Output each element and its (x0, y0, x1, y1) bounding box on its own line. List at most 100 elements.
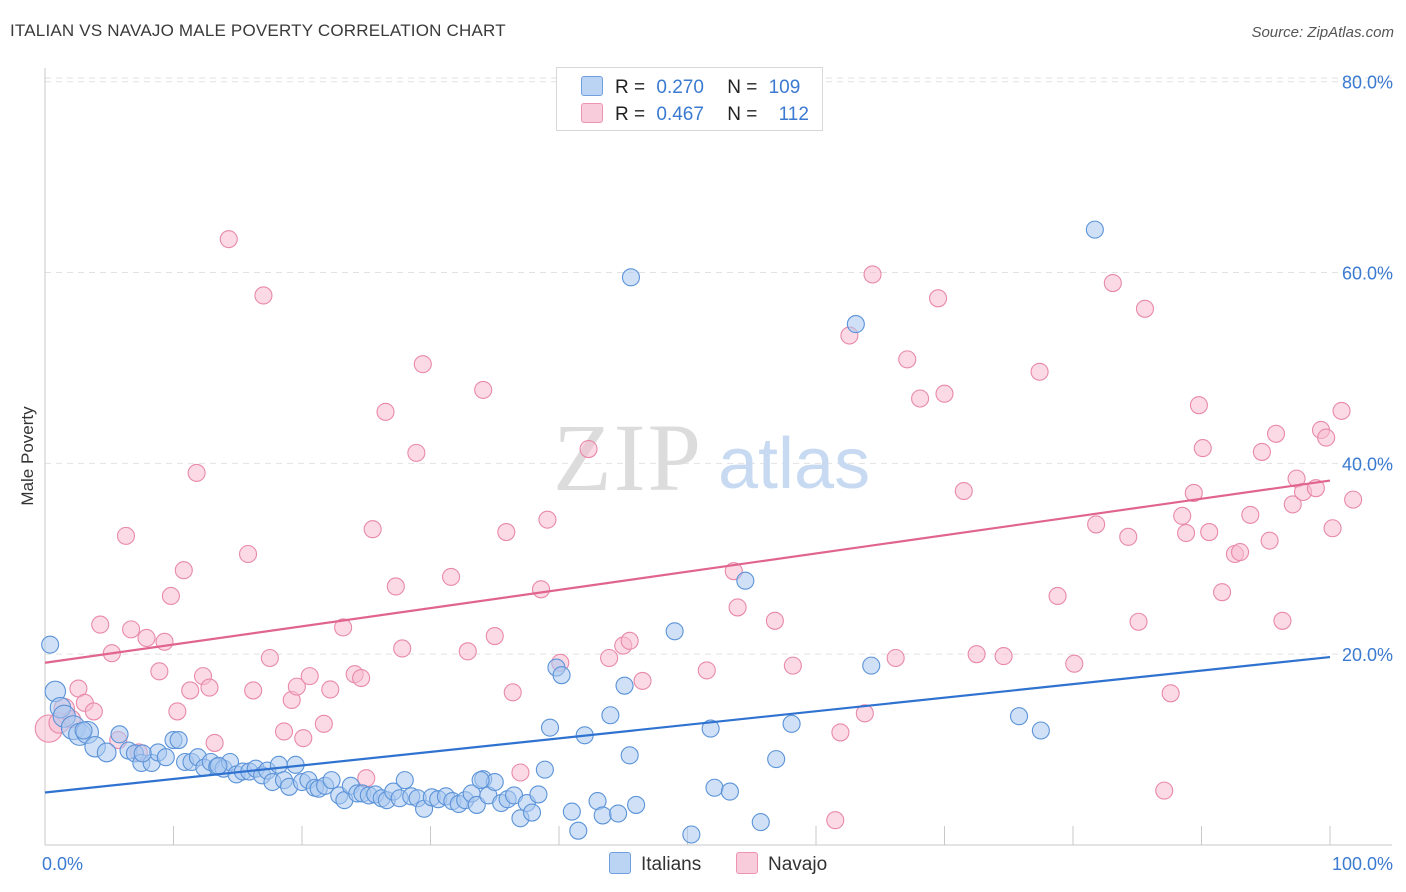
navajo-swatch (736, 852, 758, 874)
navajo-point (538, 510, 557, 529)
italians-point (701, 719, 720, 738)
navajo-point (287, 677, 306, 696)
x-tick-label-min: 0.0% (42, 854, 83, 874)
navajo-point (967, 645, 986, 664)
navajo-point (1087, 515, 1106, 534)
italians-point (736, 571, 755, 590)
italians-trend-line (44, 655, 1331, 794)
italians-point (156, 748, 175, 767)
chart-title: ITALIAN VS NAVAJO MALE POVERTY CORRELATI… (10, 21, 506, 40)
navajo-point (357, 769, 376, 788)
navajo-point (620, 631, 639, 650)
legend-n-value: 109 (768, 77, 801, 98)
navajo-point (334, 618, 353, 637)
navajo-point (181, 681, 200, 700)
navajo-point (1119, 527, 1138, 546)
navajo-point (898, 350, 917, 369)
navajo-point (1189, 396, 1208, 415)
navajo-point (1241, 505, 1260, 524)
navajo-point (1173, 506, 1192, 525)
navajo-point (187, 463, 206, 482)
navajo-point (783, 656, 802, 675)
navajo-point (911, 389, 930, 408)
italians-point (782, 714, 801, 733)
legend-r-label: R = (615, 104, 646, 125)
navajo-point (1323, 519, 1342, 538)
navajo-point (765, 611, 784, 630)
italians-point (593, 806, 612, 825)
navajo-point (633, 671, 652, 690)
navajo-point (1231, 543, 1250, 562)
italians-point (665, 622, 684, 641)
italians-point (74, 721, 93, 740)
navajo-point (1273, 611, 1292, 630)
navajo-point (254, 286, 273, 305)
navajo-point (511, 763, 530, 782)
bottom-legend-italians: Italians (609, 852, 701, 876)
italians-swatch (581, 76, 603, 96)
navajo-point (1129, 612, 1148, 631)
navajo-point (1065, 654, 1084, 673)
navajo-point (1344, 490, 1363, 509)
navajo-point (1048, 586, 1067, 606)
italians-point (569, 821, 588, 840)
navajo-swatch (581, 103, 603, 123)
y-axis-label: Male Poverty (18, 406, 37, 506)
italians-point (621, 268, 641, 287)
italians-point (322, 771, 341, 790)
navajo-point (363, 520, 382, 539)
navajo-point (728, 598, 747, 617)
navajo-point (1260, 531, 1279, 550)
italians-swatch (609, 852, 631, 874)
legend-n-value: 112 (778, 104, 809, 125)
navajo-point (300, 667, 319, 686)
navajo-point (137, 628, 156, 648)
bottom-legend-navajo: Navajo (736, 852, 827, 876)
italians-point (862, 656, 881, 675)
navajo-point (244, 681, 263, 700)
legend-row-italians: R = 0.270 N = 109 (581, 76, 800, 100)
italians-point (705, 778, 724, 797)
navajo-point (886, 648, 905, 668)
navajo-point (1135, 299, 1155, 318)
navajo-point (122, 620, 141, 639)
navajo-point (1177, 523, 1196, 543)
navajo-point (407, 443, 426, 462)
navajo-point (314, 714, 333, 733)
x-tick-label-max: 100.0% (1332, 854, 1393, 874)
trend-lines (44, 479, 1331, 794)
navajo-point (260, 648, 279, 668)
navajo-point (1213, 583, 1232, 602)
navajo-point (321, 680, 340, 699)
italians-point (535, 760, 554, 779)
navajo-point (485, 627, 504, 646)
correlation-legend: R = 0.270 N = 109 R = 0.467 N = 112 (556, 67, 823, 131)
italians-point (540, 718, 560, 737)
y-tick-label: 80.0% (1342, 73, 1393, 93)
italians-point (601, 706, 620, 725)
navajo-point (600, 648, 619, 668)
italians-point (562, 802, 581, 821)
italians-point (620, 746, 639, 765)
italians-point (133, 744, 152, 763)
legend-n-label: N = (727, 77, 758, 98)
legend-r-label: R = (615, 77, 646, 98)
navajo-point (503, 683, 522, 702)
italians-point (682, 825, 701, 844)
navajo-point (531, 580, 551, 599)
navajo-point (929, 289, 948, 308)
italians-point (96, 742, 117, 763)
watermark-zip: ZIP (553, 404, 703, 511)
navajo-point (1155, 781, 1174, 800)
legend-r-value: 0.467 (656, 104, 704, 125)
navajo-trend-line (44, 479, 1331, 664)
y-tick-labels: 20.0% 40.0% 60.0% 80.0% (1342, 73, 1393, 665)
navajo-point (831, 723, 850, 742)
navajo-point (161, 586, 180, 606)
italians-point (1085, 220, 1104, 239)
watermark-atlas: atlas (718, 424, 870, 504)
navajo-point (1184, 483, 1203, 502)
italians-points (41, 220, 1104, 844)
navajo-point (855, 704, 874, 723)
